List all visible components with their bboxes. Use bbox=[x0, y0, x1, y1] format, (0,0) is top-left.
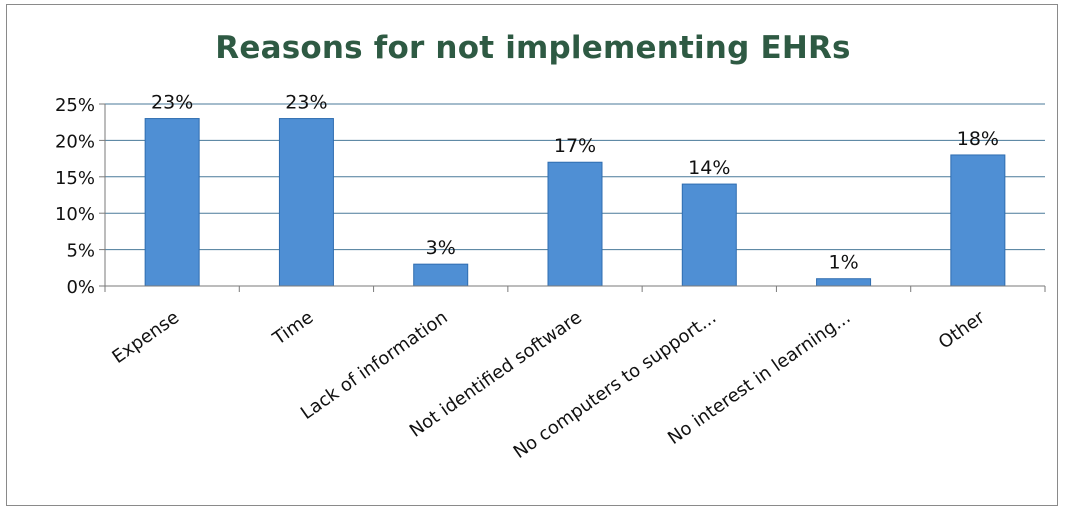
data-label: 14% bbox=[688, 157, 730, 179]
x-tick-label: Expense bbox=[108, 307, 183, 368]
y-tick-labels: 0% 5% 10% 15% 20% 25% bbox=[55, 95, 95, 298]
bar bbox=[681, 183, 737, 287]
bar bbox=[547, 161, 603, 287]
x-tick-label: Other bbox=[935, 307, 989, 354]
data-label: 3% bbox=[426, 237, 456, 259]
data-label: 23% bbox=[285, 92, 327, 114]
y-tick-label: 15% bbox=[55, 168, 95, 189]
y-tick-label: 10% bbox=[55, 204, 95, 225]
bar bbox=[413, 263, 469, 287]
data-labels: 23% 23% 3% 17% 14% 1% 18% bbox=[151, 92, 999, 274]
x-tick-label: Time bbox=[268, 307, 317, 350]
x-tick-label: Lack of information bbox=[297, 307, 452, 424]
bar bbox=[816, 278, 872, 287]
data-label: 23% bbox=[151, 92, 193, 114]
bar bbox=[950, 154, 1006, 287]
chart-title: Reasons for not implementing EHRs bbox=[215, 30, 851, 66]
y-tick-label: 5% bbox=[66, 241, 95, 262]
data-label: 1% bbox=[828, 252, 858, 274]
bar bbox=[144, 118, 200, 287]
y-tick-label: 0% bbox=[66, 277, 95, 298]
axes bbox=[99, 103, 1046, 292]
bar bbox=[278, 118, 334, 287]
data-label: 18% bbox=[957, 128, 999, 150]
data-label: 17% bbox=[554, 135, 596, 157]
y-tick-label: 20% bbox=[55, 131, 95, 152]
y-tick-label: 25% bbox=[55, 95, 95, 116]
bars bbox=[144, 118, 1006, 287]
